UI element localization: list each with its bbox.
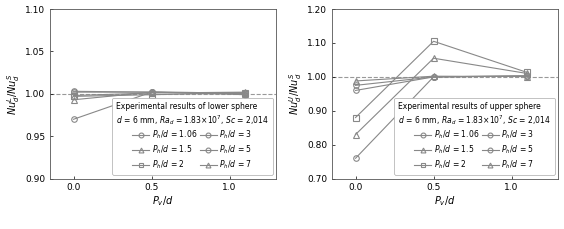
X-axis label: $P_v/d$: $P_v/d$ [434,194,456,208]
X-axis label: $P_v/d$: $P_v/d$ [152,194,174,208]
Legend: $P_h/d$ = 1.06, $P_h/d$ = 1.5, $P_h/d$ = 2, $P_h/d$ = 3, $P_h/d$ = 5, $P_h/d$ = : $P_h/d$ = 1.06, $P_h/d$ = 1.5, $P_h/d$ =… [394,98,554,175]
Y-axis label: $Nu_d^L/Nu_d^S$: $Nu_d^L/Nu_d^S$ [6,73,23,114]
Y-axis label: $Nu_d^U/Nu_d^S$: $Nu_d^U/Nu_d^S$ [288,73,305,115]
Legend: $P_h/d$ = 1.06, $P_h/d$ = 1.5, $P_h/d$ = 2, $P_h/d$ = 3, $P_h/d$ = 5, $P_h/d$ = : $P_h/d$ = 1.06, $P_h/d$ = 1.5, $P_h/d$ =… [112,98,272,175]
